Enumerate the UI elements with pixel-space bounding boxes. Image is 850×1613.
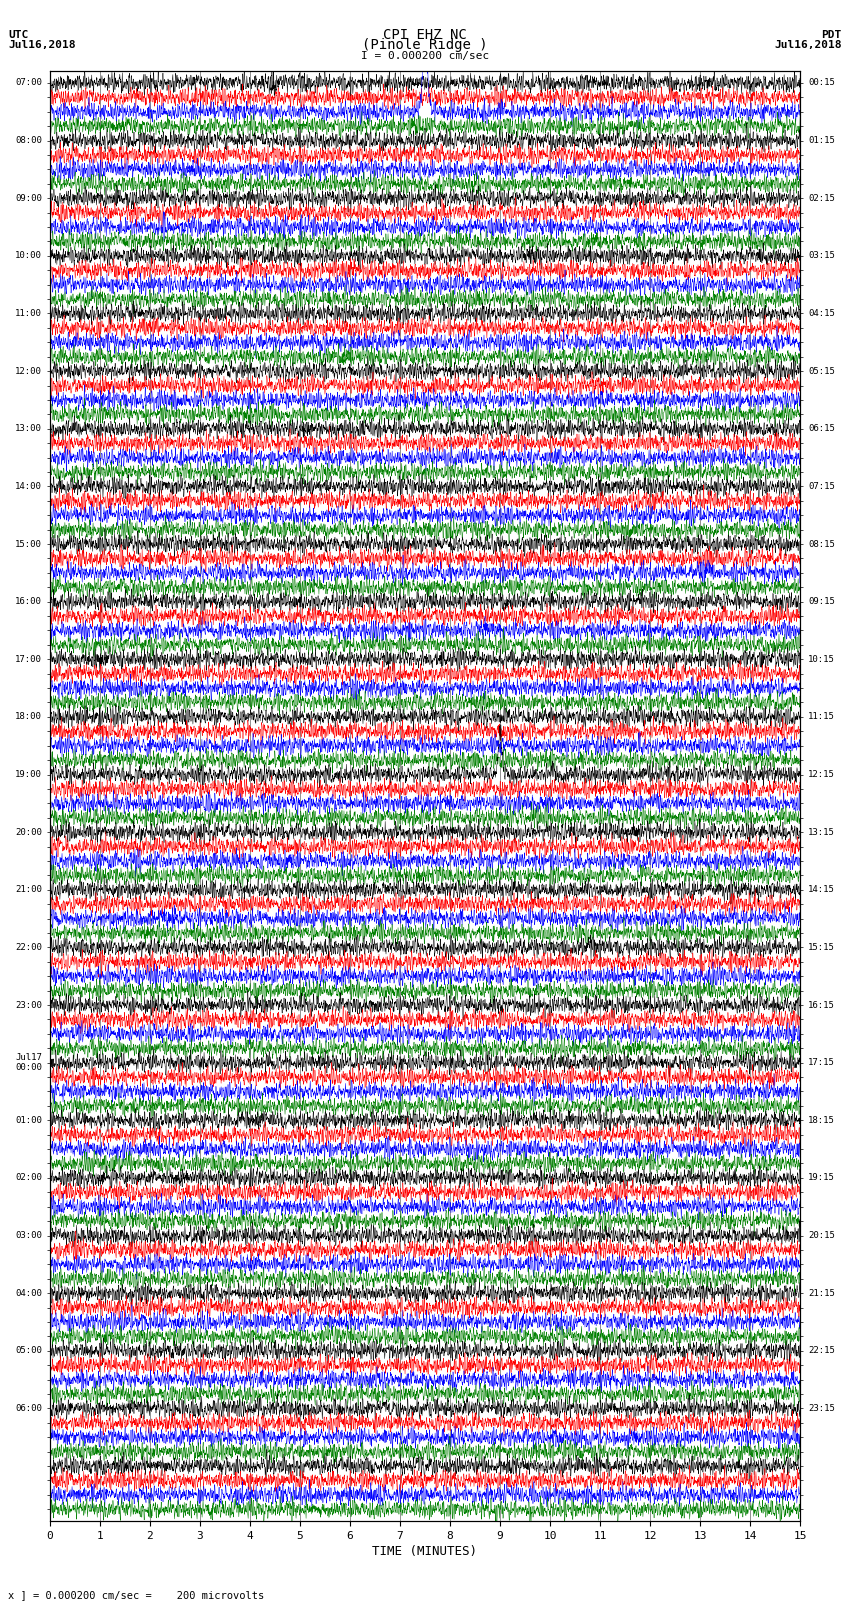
Text: UTC: UTC <box>8 31 29 40</box>
Text: (Pinole Ridge ): (Pinole Ridge ) <box>362 37 488 52</box>
Text: Jul16,2018: Jul16,2018 <box>8 40 76 50</box>
X-axis label: TIME (MINUTES): TIME (MINUTES) <box>372 1545 478 1558</box>
Text: I = 0.000200 cm/sec: I = 0.000200 cm/sec <box>361 52 489 61</box>
Text: PDT: PDT <box>821 31 842 40</box>
Text: Jul16,2018: Jul16,2018 <box>774 40 842 50</box>
Text: x ] = 0.000200 cm/sec =    200 microvolts: x ] = 0.000200 cm/sec = 200 microvolts <box>8 1590 264 1600</box>
Text: CPI EHZ NC: CPI EHZ NC <box>383 27 467 42</box>
